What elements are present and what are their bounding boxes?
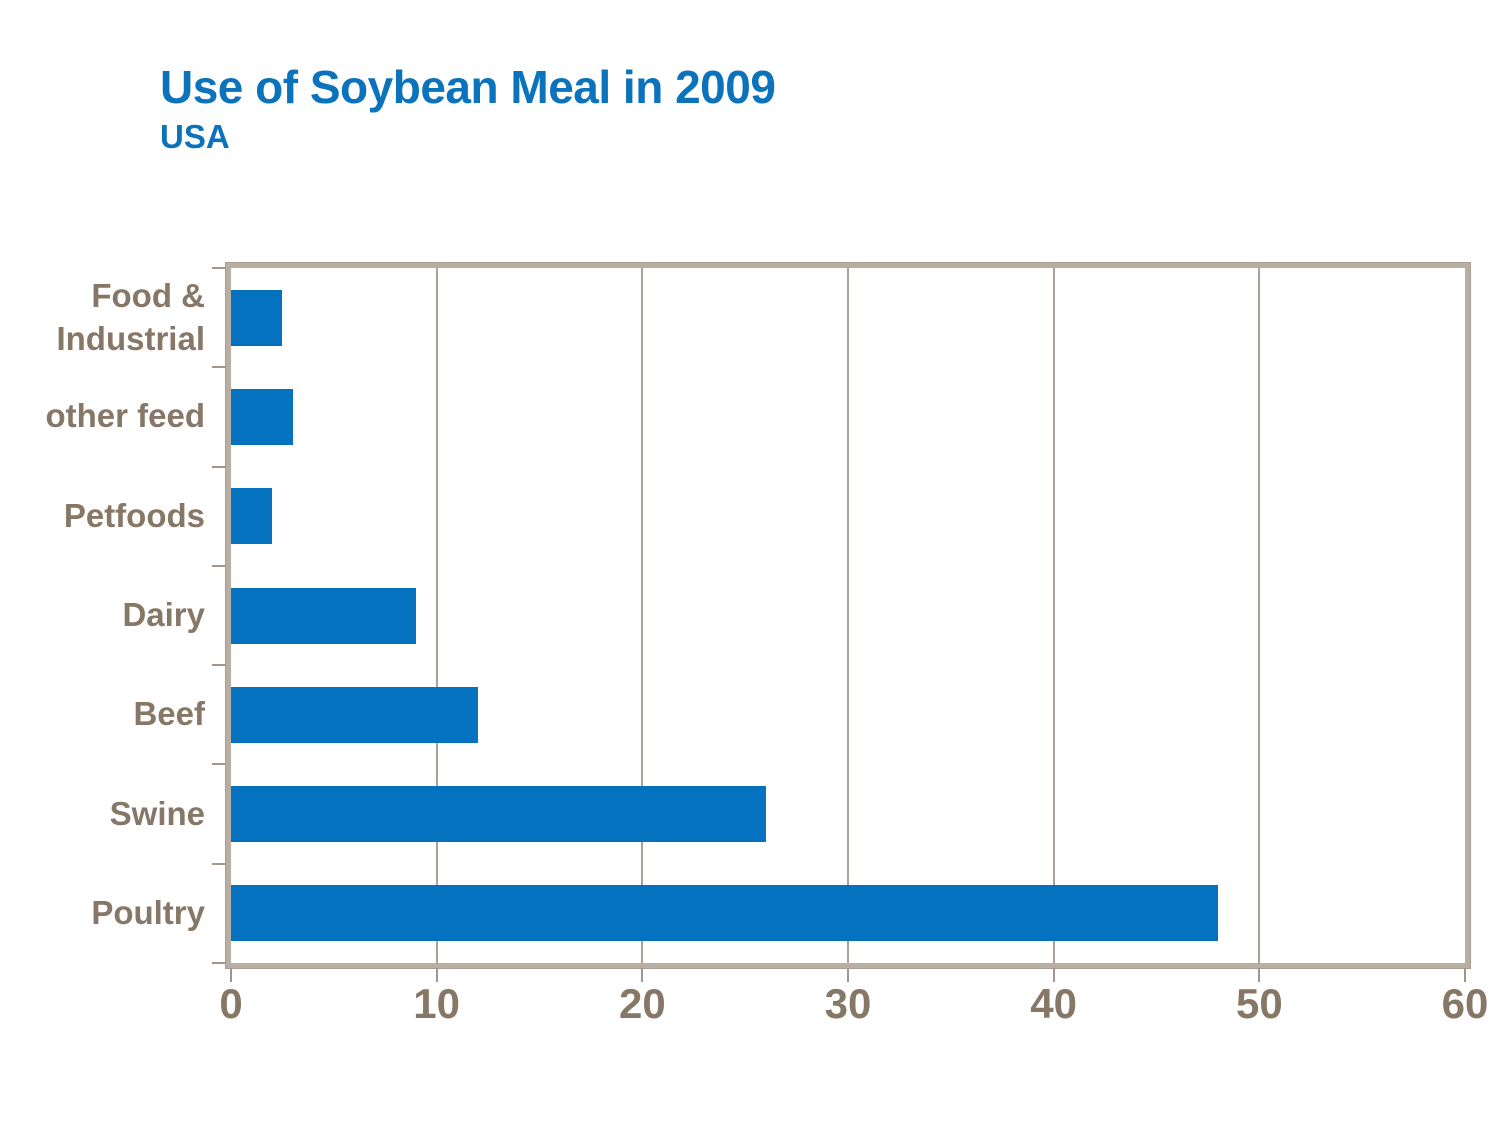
plot-area xyxy=(212,262,1471,982)
x-axis-tick-label-50: 50 xyxy=(1235,980,1283,1027)
y-axis-tick xyxy=(212,862,226,865)
y-axis-labels: Food & Industrial other feed Petfoods Dairy… xyxy=(0,268,205,963)
gridline-40 xyxy=(1052,268,1055,963)
x-axis-tick-0 xyxy=(230,968,232,982)
y-axis-label-food-industrial: Food & Industrial xyxy=(0,268,205,367)
gridline-30 xyxy=(847,268,849,963)
bar-other-feed xyxy=(231,388,293,445)
chart-subtitle: USA xyxy=(160,118,230,155)
y-axis-label-text: Food & Industrial xyxy=(56,276,205,357)
gridline-20 xyxy=(641,268,644,963)
y-axis-label-text: Beef xyxy=(133,695,205,733)
x-axis-tick-label-30: 30 xyxy=(824,980,872,1027)
x-axis-tick-40 xyxy=(1052,968,1055,982)
y-axis-label-text: Poultry xyxy=(91,893,205,931)
x-axis-tick-30 xyxy=(847,968,849,982)
x-axis-tick-label-40: 40 xyxy=(1030,980,1078,1027)
y-axis-label-text: Swine xyxy=(109,794,205,832)
x-axis-tick-label-60: 60 xyxy=(1441,980,1489,1027)
x-axis-tick-20 xyxy=(641,968,644,982)
bar-swine xyxy=(231,786,766,843)
y-axis-label-dairy: Dairy xyxy=(0,566,205,665)
y-axis-label-petfoods: Petfoods xyxy=(0,467,205,566)
x-axis-tick-10 xyxy=(435,968,438,982)
x-axis-tick-label-0: 0 xyxy=(219,980,243,1027)
y-axis-label-text: Petfoods xyxy=(63,496,205,534)
y-axis-label-swine: Swine xyxy=(0,764,205,863)
x-axis-labels: 0 10 20 30 40 50 60 xyxy=(0,980,1500,1040)
y-axis-label-text: other feed xyxy=(45,397,205,435)
bar-dairy xyxy=(231,587,417,644)
y-axis-tick xyxy=(212,465,226,468)
chart-title: Use of Soybean Meal in 2009 xyxy=(160,61,776,113)
gridline-10 xyxy=(435,268,438,963)
bar-food-industrial xyxy=(231,289,283,346)
y-axis-label-beef: Beef xyxy=(0,665,205,764)
bar-poultry xyxy=(231,885,1219,942)
x-axis-tick-60 xyxy=(1464,968,1466,982)
y-axis-tick xyxy=(212,564,226,567)
bar-petfoods xyxy=(231,488,273,545)
y-axis-label-poultry: Poultry xyxy=(0,864,205,963)
x-axis-tick-label-20: 20 xyxy=(618,980,666,1027)
x-axis-tick-50 xyxy=(1258,968,1261,982)
y-axis-tick xyxy=(212,267,226,269)
bar-beef xyxy=(231,686,478,743)
y-axis-label-text: Dairy xyxy=(122,596,205,634)
y-axis-tick xyxy=(212,366,226,369)
y-axis-tick xyxy=(212,664,226,667)
gridline-50 xyxy=(1258,268,1261,963)
x-axis-tick-label-10: 10 xyxy=(413,980,461,1027)
y-axis-tick xyxy=(212,962,226,964)
y-axis-tick xyxy=(212,763,226,766)
y-axis-label-other-feed: other feed xyxy=(0,367,205,466)
